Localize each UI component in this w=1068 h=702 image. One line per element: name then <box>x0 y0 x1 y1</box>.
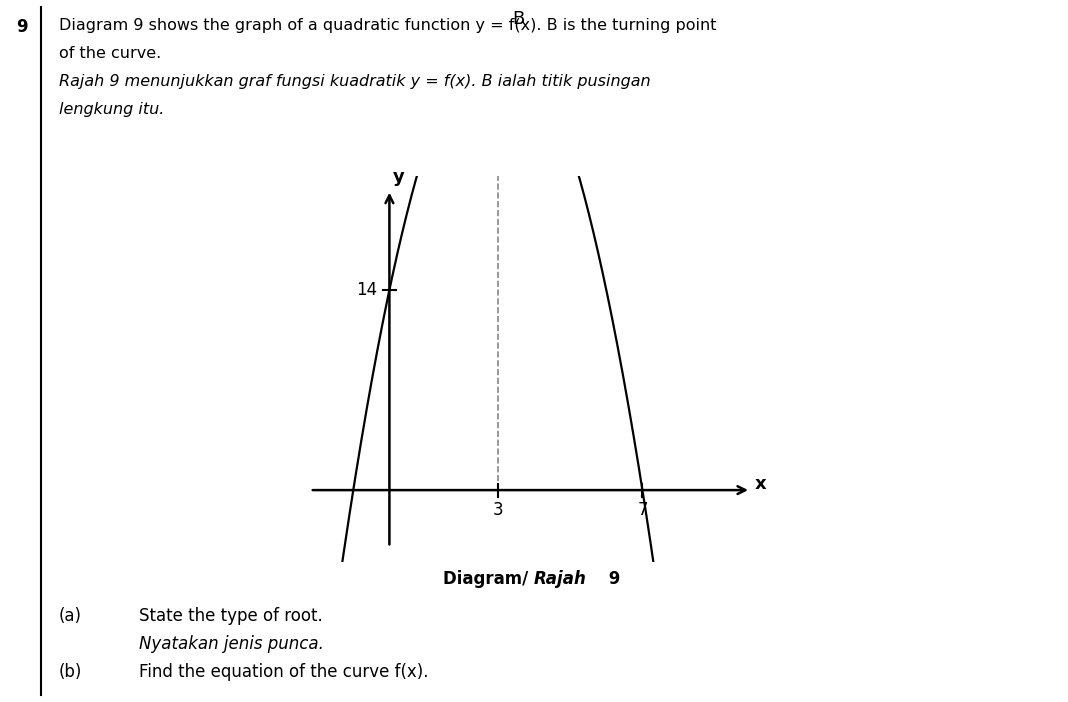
Text: Rajah: Rajah <box>534 570 587 588</box>
Text: Diagram 9 shows the graph of a quadratic function y = f(x). B is the turning poi: Diagram 9 shows the graph of a quadratic… <box>59 18 717 32</box>
Text: Nyatakan jenis punca.: Nyatakan jenis punca. <box>139 635 324 654</box>
Text: 7: 7 <box>638 501 647 519</box>
Text: x: x <box>754 475 766 494</box>
Text: Diagram/: Diagram/ <box>443 570 534 588</box>
Text: (a): (a) <box>59 607 82 625</box>
Text: 14: 14 <box>357 281 377 299</box>
Text: Rajah 9 menunjukkan graf fungsi kuadratik y = f(x). B ialah titik pusingan: Rajah 9 menunjukkan graf fungsi kuadrati… <box>59 74 650 88</box>
Text: (b): (b) <box>59 663 82 682</box>
Text: State the type of root.: State the type of root. <box>139 607 323 625</box>
Text: 9: 9 <box>603 570 621 588</box>
Text: lengkung itu.: lengkung itu. <box>59 102 164 117</box>
Text: B: B <box>513 11 524 28</box>
Text: 9: 9 <box>16 18 28 36</box>
Text: of the curve.: of the curve. <box>59 46 161 60</box>
Text: Find the equation of the curve f(x).: Find the equation of the curve f(x). <box>139 663 428 682</box>
Text: 3: 3 <box>492 501 503 519</box>
Text: y: y <box>393 168 405 185</box>
